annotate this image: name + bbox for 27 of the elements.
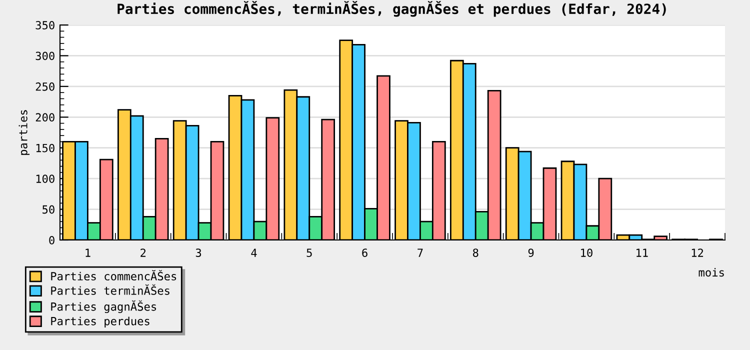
x-tick-label: 8: [472, 248, 478, 257]
y-axis-title: parties: [18, 110, 30, 155]
x-tick-label: 9: [528, 248, 534, 257]
y-tick-label: 150: [36, 144, 54, 152]
y-tick-label: 100: [36, 174, 54, 183]
y-tick-label: 250: [36, 82, 54, 91]
x-tick-label: 1: [86, 248, 90, 257]
x-axis-title: mois: [698, 268, 724, 277]
y-tick-label: 50: [42, 205, 54, 214]
x-tick-label: 3: [196, 248, 202, 257]
x-tick-label: 5: [306, 248, 312, 257]
y-tick-label: 0: [49, 236, 54, 244]
legend-label: Parties perdues: [51, 316, 150, 328]
x-tick-label: 12: [692, 248, 704, 257]
x-tick-label: 11: [636, 248, 648, 257]
y-tick-label: 350: [36, 21, 54, 30]
chart-title: Parties commencĂŠes, terminĂŠes, gagnĂŠes et perdues (Edfar, 2024): [118, 1, 666, 17]
x-tick-label: 4: [251, 248, 257, 257]
legend-label: Parties terminĂŠes: [51, 284, 170, 295]
x-tick-label: 7: [418, 248, 423, 257]
x-tick-label: 2: [140, 248, 146, 257]
x-tick-label: 6: [362, 248, 368, 257]
y-tick-label: 200: [36, 113, 54, 122]
y-tick-label: 300: [36, 52, 54, 60]
legend-label: Parties gagnĂŠes: [51, 300, 156, 314]
legend-label: Parties commencĂŠes: [51, 270, 176, 280]
x-tick-label: 10: [581, 248, 592, 257]
